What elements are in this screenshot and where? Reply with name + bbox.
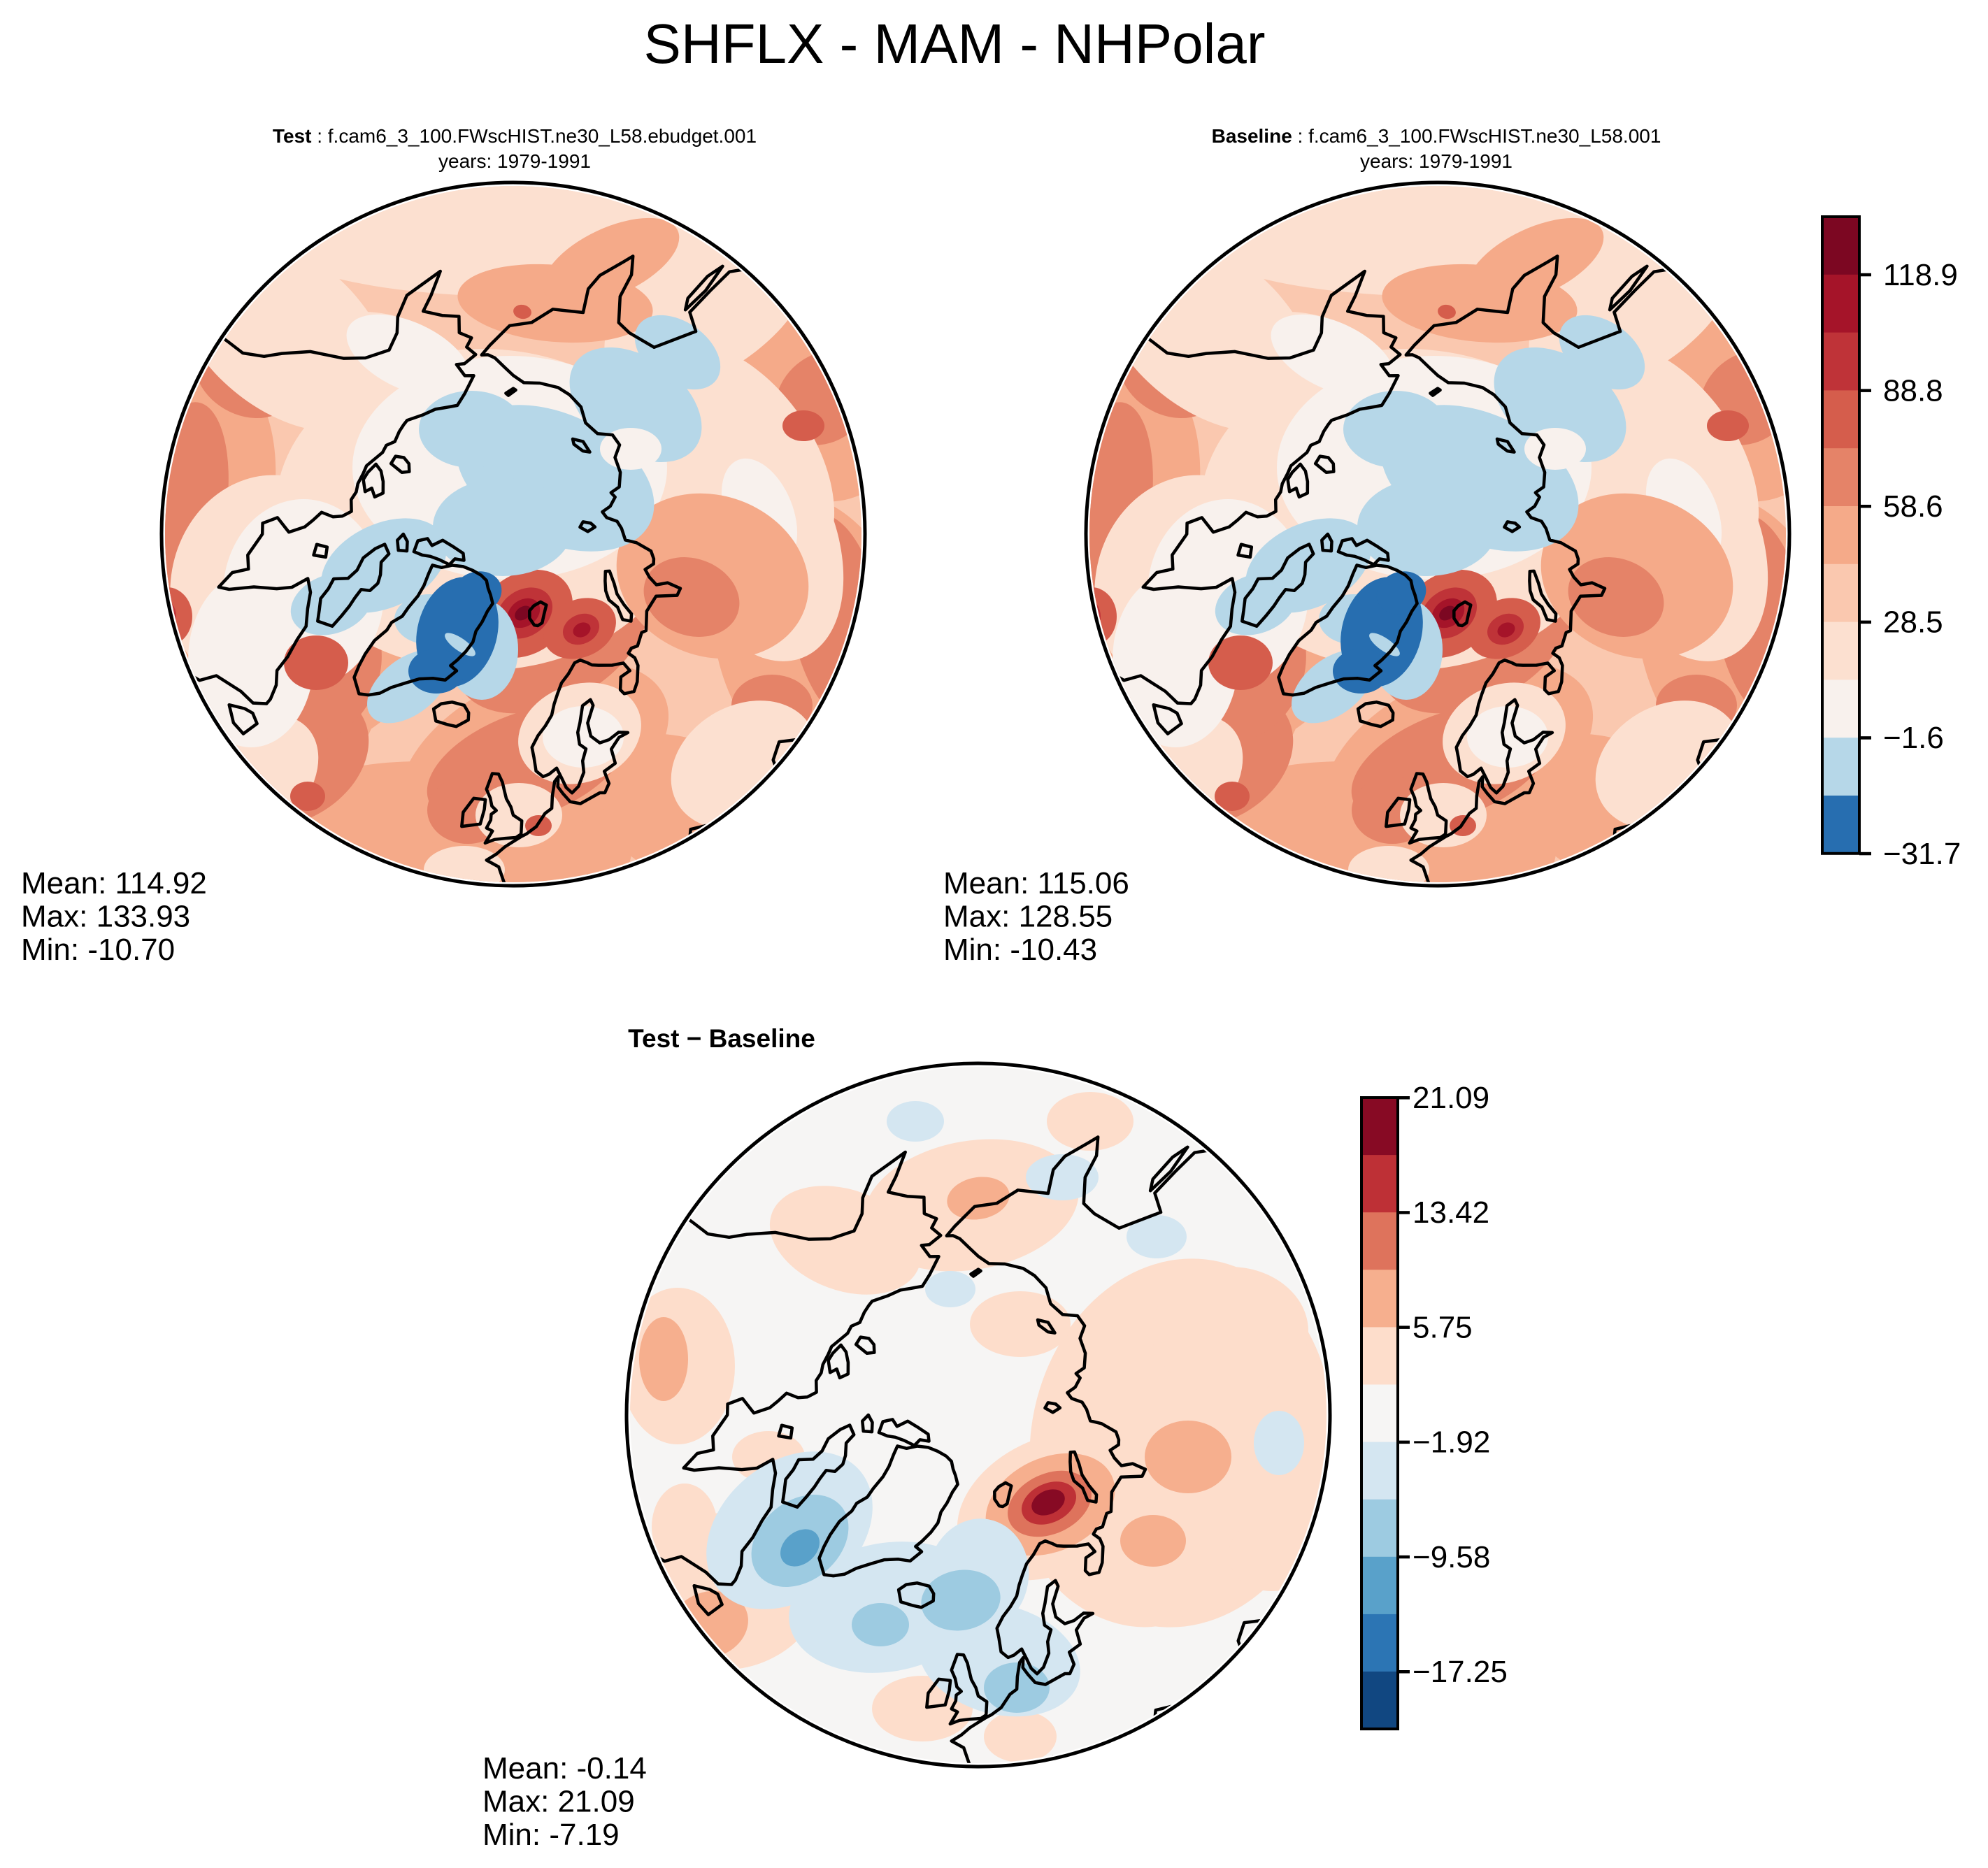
svg-text:SHFLX - MAM - NHPolar: SHFLX - MAM - NHPolar xyxy=(644,13,1266,75)
svg-text:Min: -7.19: Min: -7.19 xyxy=(482,1818,620,1852)
svg-text:21.09: 21.09 xyxy=(1413,1081,1489,1115)
svg-text:Mean: 115.06: Mean: 115.06 xyxy=(943,866,1129,900)
svg-text:−31.7: −31.7 xyxy=(1883,837,1961,871)
svg-text:Test : f.cam6_3_100.FWscHIST.n: Test : f.cam6_3_100.FWscHIST.ne30_L58.eb… xyxy=(273,125,757,147)
svg-text:58.6: 58.6 xyxy=(1883,489,1943,524)
svg-text:−1.6: −1.6 xyxy=(1883,721,1944,755)
svg-text:−9.58: −9.58 xyxy=(1413,1540,1490,1574)
svg-text:Max: 133.93: Max: 133.93 xyxy=(21,900,190,934)
svg-text:−1.92: −1.92 xyxy=(1413,1425,1490,1460)
svg-text:Mean: 114.92: Mean: 114.92 xyxy=(21,866,207,900)
svg-text:13.42: 13.42 xyxy=(1413,1195,1489,1230)
svg-text:Max: 21.09: Max: 21.09 xyxy=(482,1785,635,1819)
svg-text:Min: -10.43: Min: -10.43 xyxy=(943,933,1097,967)
svg-text:Baseline : f.cam6_3_100.FWscHI: Baseline : f.cam6_3_100.FWscHIST.ne30_L5… xyxy=(1212,125,1661,147)
svg-text:Max: 128.55: Max: 128.55 xyxy=(943,900,1113,934)
svg-text:Min: -10.70: Min: -10.70 xyxy=(21,933,175,967)
svg-text:88.8: 88.8 xyxy=(1883,373,1943,408)
svg-text:28.5: 28.5 xyxy=(1883,605,1943,640)
svg-text:years: 1979-1991: years: 1979-1991 xyxy=(438,150,591,172)
svg-text:Mean: -0.14: Mean: -0.14 xyxy=(482,1751,647,1786)
svg-text:Test − Baseline: Test − Baseline xyxy=(628,1024,815,1053)
svg-text:−17.25: −17.25 xyxy=(1413,1655,1508,1689)
svg-text:years: 1979-1991: years: 1979-1991 xyxy=(1360,150,1513,172)
svg-text:5.75: 5.75 xyxy=(1413,1310,1473,1344)
svg-text:118.9: 118.9 xyxy=(1883,258,1958,292)
